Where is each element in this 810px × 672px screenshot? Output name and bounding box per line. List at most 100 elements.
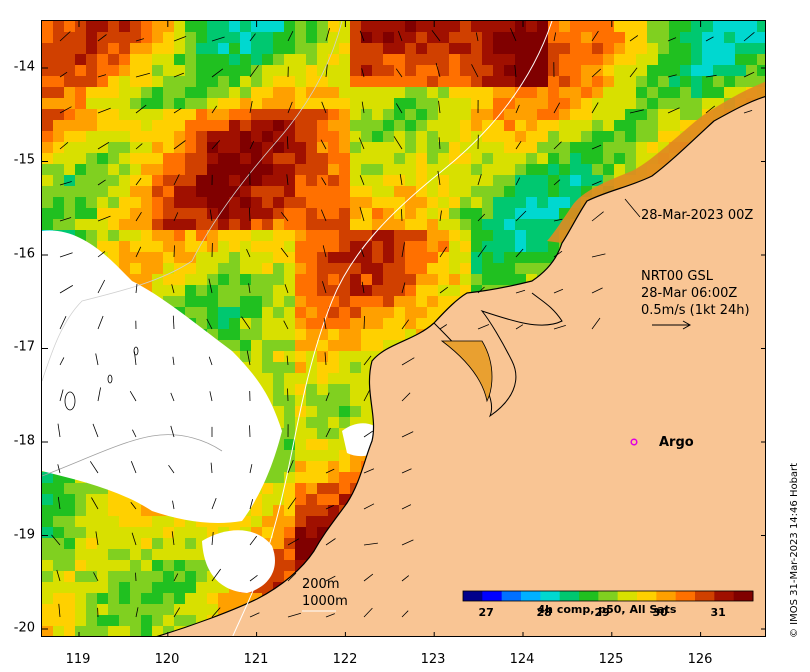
current-arrow	[361, 101, 365, 114]
colorbar-segment	[559, 591, 580, 601]
current-arrow	[324, 352, 327, 366]
current-arrow	[325, 505, 334, 510]
current-arrow	[361, 68, 365, 78]
x-tick-label: 124	[509, 652, 535, 667]
current-arrow	[361, 281, 365, 294]
colorbar-segment	[540, 591, 561, 601]
current-arrow	[249, 535, 258, 546]
current-arrow	[399, 173, 403, 186]
current-arrow	[667, 74, 677, 78]
colorbar-frame	[462, 590, 754, 602]
argo-label: Argo	[659, 435, 694, 450]
current-arrow	[439, 246, 447, 258]
colorbar-segment	[714, 591, 735, 601]
current-arrow	[591, 180, 602, 186]
current-arrow	[241, 316, 251, 330]
current-arrow	[59, 31, 71, 42]
current-arrow	[97, 34, 107, 42]
current-arrow	[173, 174, 180, 186]
y-tick-label: -18	[13, 433, 35, 449]
current-arrow	[286, 174, 289, 186]
current-arrow	[91, 497, 99, 510]
current-arrow	[211, 531, 214, 546]
current-arrow	[211, 497, 217, 510]
current-arrow	[280, 247, 289, 258]
current-arrow	[59, 71, 68, 78]
current-arrow	[57, 496, 61, 510]
current-arrow	[284, 284, 289, 294]
current-arrow	[477, 245, 487, 258]
island	[133, 346, 139, 356]
current-arrow	[246, 350, 251, 366]
current-arrow	[325, 613, 335, 618]
y-tick-label: -17	[13, 339, 35, 355]
current-arrow	[248, 283, 251, 294]
current-arrow	[173, 140, 186, 150]
current-arrow	[135, 211, 142, 222]
cloud-region	[42, 230, 282, 523]
current-arrow	[629, 35, 639, 42]
current-arrow	[553, 218, 563, 222]
current-arrow	[393, 136, 403, 150]
current-arrow	[591, 317, 601, 330]
current-arrow	[401, 575, 410, 582]
current-arrow	[363, 573, 374, 582]
current-arrow	[401, 539, 414, 546]
current-arrow	[358, 137, 365, 150]
current-arrow	[515, 140, 522, 150]
current-arrow	[363, 315, 365, 330]
current-arrow	[129, 390, 137, 402]
current-arrow	[515, 289, 526, 294]
current-arrow	[287, 31, 294, 42]
current-arrow	[249, 574, 258, 582]
current-arrow	[211, 105, 218, 114]
current-arrow	[97, 387, 101, 402]
current-arrow	[591, 287, 603, 294]
x-tick-label: 121	[243, 652, 269, 667]
current-arrow	[515, 104, 520, 114]
x-tick-label: 126	[687, 652, 713, 667]
current-arrow	[211, 36, 225, 42]
isobath-200m-label: 200m	[302, 577, 340, 592]
isobath-legend-line	[302, 610, 336, 612]
current-arrow	[401, 504, 412, 510]
current-arrow	[363, 542, 378, 546]
current-arrow	[59, 181, 72, 186]
current-arrow	[57, 423, 61, 438]
current-arrow	[59, 357, 65, 366]
colorbar-segment	[579, 591, 599, 601]
current-arrow	[287, 497, 297, 510]
current-arrow	[401, 357, 415, 366]
current-arrow	[591, 68, 601, 78]
current-arrow	[667, 37, 677, 42]
current-arrow	[170, 425, 175, 438]
current-arrow	[287, 388, 289, 402]
current-arrow	[553, 179, 561, 186]
current-time: 28-Mar 06:00Z	[641, 286, 738, 301]
current-arrow	[97, 107, 111, 114]
current-arrow	[320, 209, 327, 222]
x-tick-label: 125	[598, 652, 624, 667]
current-arrow	[59, 389, 64, 402]
current-arrow	[629, 109, 644, 114]
current-arrow	[591, 144, 602, 150]
current-arrow	[173, 212, 179, 222]
current-arrow	[591, 211, 604, 222]
current-arrow	[171, 531, 175, 546]
isobath-1000m-label: 1000m	[302, 594, 348, 609]
current-arrow	[135, 143, 143, 150]
current-arrow	[553, 141, 562, 150]
current-arrow	[283, 320, 289, 330]
sst-map[interactable]	[41, 20, 766, 637]
current-arrow	[515, 210, 527, 222]
current-arrow	[171, 284, 175, 294]
current-arrow	[363, 503, 375, 510]
current-arrow	[97, 251, 106, 258]
current-arrow	[325, 27, 330, 42]
colorbar-segment	[598, 591, 619, 601]
colorbar-segment	[617, 591, 638, 601]
current-source: NRT00 GSL	[641, 269, 713, 284]
colorbar-tick-label: 27	[478, 606, 494, 619]
y-tick-label: -19	[13, 527, 35, 543]
current-arrow	[401, 242, 405, 258]
